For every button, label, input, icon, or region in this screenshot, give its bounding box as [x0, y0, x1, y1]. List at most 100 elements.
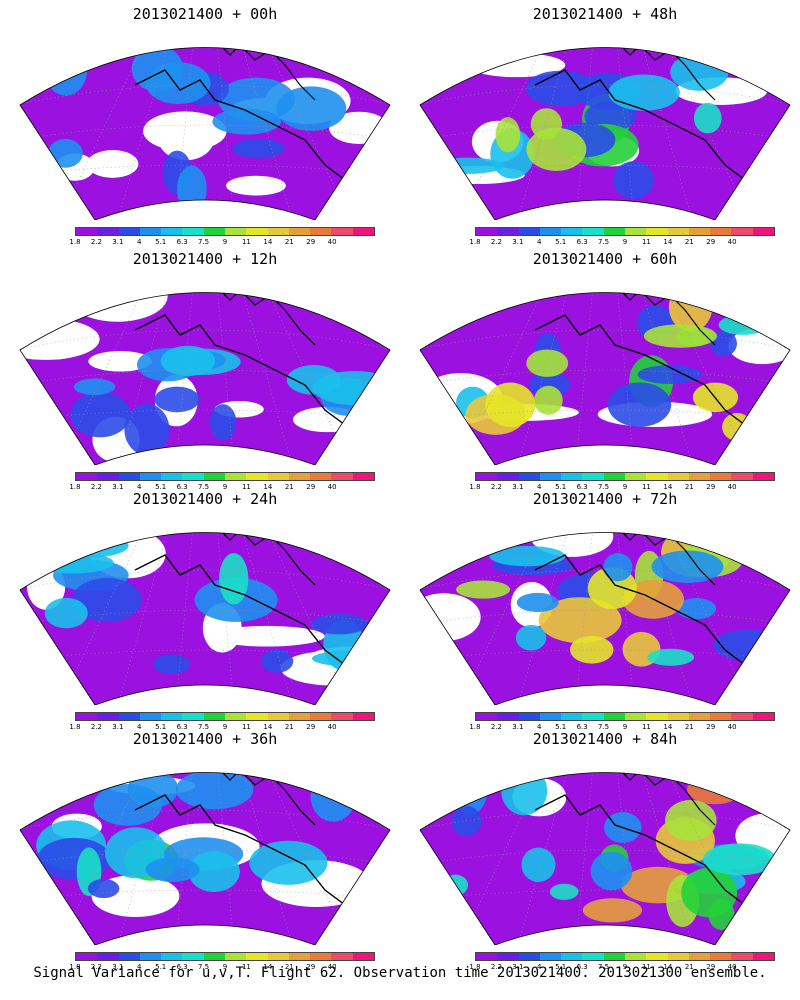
color-swatch: [476, 713, 498, 720]
color-swatch: [224, 713, 247, 720]
color-swatch: [731, 713, 753, 720]
color-swatch: [182, 228, 204, 235]
color-scale-tick: 29: [706, 238, 716, 246]
color-swatch: [561, 953, 583, 960]
color-scale-tick: 40: [327, 723, 337, 731]
color-scale-tick: 3.1: [512, 238, 524, 246]
color-swatch: [246, 953, 268, 960]
color-swatch: [182, 473, 204, 480]
panel-title: 2013021400 + 00h: [132, 5, 278, 23]
color-scale-tick: 7.5: [197, 483, 210, 491]
color-scale-tick: 40: [727, 723, 737, 731]
color-scale-tick: 14: [263, 963, 273, 971]
color-swatch: [267, 953, 289, 960]
color-scale-tick: 4: [137, 238, 142, 246]
color-scale-tick: 6.3: [576, 963, 588, 971]
color-scale-tick: 1.8: [69, 723, 81, 731]
color-swatch: [497, 953, 519, 960]
color-scale-tick: 14: [263, 483, 273, 491]
color-scale-tick: 9: [222, 238, 228, 246]
color-scale-tick: 11: [641, 483, 651, 491]
color-scale-tick: 40: [327, 963, 337, 971]
color-swatch: [688, 228, 711, 235]
color-scale-tick: 21: [684, 963, 694, 971]
color-scale-tick: 6.3: [576, 723, 588, 731]
forecast-panel: 2013021400 + 60h 1.8 2.2 3.1 4 5.1 6.3 7.5 9 11 14…: [415, 250, 795, 491]
color-swatch: [203, 713, 225, 720]
color-scale-labels: 1.8 2.2 3.1 4 5.1 6.3 7.5 9 11 14 21 29 40: [69, 963, 375, 973]
color-scale-tick: 7.5: [197, 963, 210, 971]
color-swatch: [497, 713, 519, 720]
variance-map: [419, 292, 791, 465]
color-swatch: [539, 713, 562, 720]
color-swatch: [539, 473, 562, 480]
color-swatch: [667, 473, 689, 480]
color-scale-tick: 11: [241, 723, 251, 731]
color-scale-tick: 5.1: [155, 238, 167, 246]
variance-map: [19, 532, 391, 705]
color-scale-bar: [475, 472, 775, 481]
forecast-panel: 2013021400 + 36h 1.8 2.2 3.1 4 5.1 6.3 7.5 9 11 14…: [15, 730, 395, 971]
color-swatch: [76, 953, 98, 960]
color-swatch: [267, 713, 289, 720]
panel-title: 2013021400 + 48h: [532, 5, 678, 23]
figure-caption: Signal Variance for u,v,T. Flight 62. Ob…: [33, 965, 767, 981]
color-swatch: [139, 473, 162, 480]
color-scale-tick: 14: [263, 723, 273, 731]
color-swatch: [310, 953, 332, 960]
variance-map: [419, 772, 791, 945]
color-scale-tick: 3.1: [112, 963, 124, 971]
color-scale-tick: 1.8: [469, 238, 481, 246]
color-swatch: [603, 713, 625, 720]
color-scale-tick: 9: [222, 963, 228, 971]
color-swatch: [752, 228, 774, 235]
color-scale-tick: 2.2: [90, 723, 102, 731]
color-scale-bar: [475, 227, 775, 236]
color-swatch: [118, 953, 140, 960]
color-scale-tick: 1.8: [469, 483, 481, 491]
color-swatch: [97, 713, 119, 720]
color-swatch: [310, 473, 332, 480]
color-scale-tick: 9: [222, 483, 228, 491]
color-swatch: [288, 473, 311, 480]
color-scale-tick: 21: [284, 723, 294, 731]
color-swatch: [667, 228, 689, 235]
color-scale-tick: 9: [222, 723, 228, 731]
color-scale-bar: [475, 952, 775, 961]
color-swatch: [352, 473, 374, 480]
color-scale-tick: 3.1: [112, 238, 124, 246]
forecast-panel: 2013021400 + 24h 1.8 2.2 3.1 4 5.1 6.3 7.5 9 11 14…: [15, 490, 395, 731]
color-scale-tick: 2.2: [90, 483, 102, 491]
color-scale-labels: 1.8 2.2 3.1 4 5.1 6.3 7.5 9 11 14 21 29 40: [469, 483, 775, 493]
color-scale-tick: 21: [684, 483, 694, 491]
color-swatch: [624, 713, 647, 720]
color-swatch: [624, 228, 647, 235]
color-swatch: [688, 473, 711, 480]
color-swatch: [161, 228, 183, 235]
color-scale-tick: 29: [306, 238, 316, 246]
panel-title: 2013021400 + 60h: [532, 250, 678, 268]
color-scale-tick: 1.8: [69, 483, 81, 491]
color-scale-tick: 5.1: [155, 723, 167, 731]
color-scale-tick: 14: [663, 238, 673, 246]
color-scale-tick: 21: [284, 238, 294, 246]
color-scale-tick: 11: [641, 723, 651, 731]
color-swatch: [476, 228, 498, 235]
color-swatch: [539, 228, 562, 235]
color-swatch: [331, 953, 353, 960]
panel-title: 2013021400 + 72h: [532, 490, 678, 508]
color-swatch: [518, 713, 540, 720]
color-scale-bar: [75, 952, 375, 961]
color-scale-tick: 2.2: [490, 723, 502, 731]
panel-title: 2013021400 + 24h: [132, 490, 278, 508]
forecast-panel: 2013021400 + 12h 1.8 2.2 3.1 4 5.1 6.3 7.5 9 11 14…: [15, 250, 395, 491]
color-swatch: [667, 953, 689, 960]
color-swatch: [352, 953, 374, 960]
color-scale-labels: 1.8 2.2 3.1 4 5.1 6.3 7.5 9 11 14 21 29 40: [469, 238, 775, 248]
color-scale-tick: 6.3: [176, 238, 188, 246]
color-scale-labels: 1.8 2.2 3.1 4 5.1 6.3 7.5 9 11 14 21 29 40: [69, 723, 375, 733]
color-swatch: [710, 953, 732, 960]
color-swatch: [624, 953, 647, 960]
forecast-panel: 2013021400 + 48h 1.8 2.2 3.1 4 5.1 6.3 7.5 9 11 14…: [415, 5, 795, 246]
color-swatch: [331, 473, 353, 480]
